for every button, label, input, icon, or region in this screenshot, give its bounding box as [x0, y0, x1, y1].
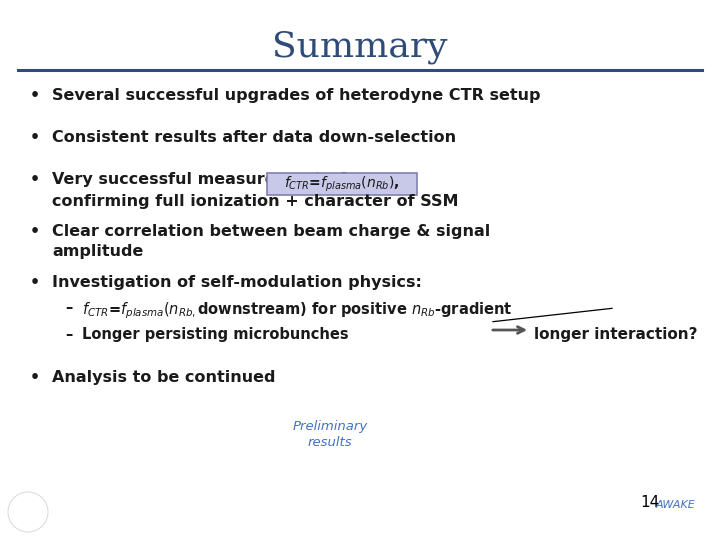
Text: Preliminary
results: Preliminary results — [292, 420, 368, 449]
Text: 14: 14 — [640, 495, 660, 510]
Text: Very successful measurement of: Very successful measurement of — [52, 172, 346, 187]
Text: •: • — [30, 224, 40, 239]
Text: confirming full ionization + character of SSM: confirming full ionization + character o… — [52, 194, 459, 209]
Text: $f_{CTR}$=$f_{plasma}$$(n_{Rb,}$downstream) for positive $n_{Rb}$-gradient: $f_{CTR}$=$f_{plasma}$$(n_{Rb,}$downstre… — [82, 300, 513, 321]
Text: Consistent results after data down-selection: Consistent results after data down-selec… — [52, 130, 456, 145]
Text: Analysis to be continued: Analysis to be continued — [52, 370, 276, 385]
Text: •: • — [30, 275, 40, 290]
Text: Clear correlation between beam charge & signal
amplitude: Clear correlation between beam charge & … — [52, 224, 490, 259]
Text: Investigation of self-modulation physics:: Investigation of self-modulation physics… — [52, 275, 422, 290]
Text: •: • — [30, 130, 40, 145]
Text: –: – — [65, 327, 72, 342]
Text: –: – — [65, 300, 72, 315]
Text: AWAKE: AWAKE — [655, 500, 695, 510]
Text: $f_{CTR}$=$f_{plasma}$$(n_{Rb})$,: $f_{CTR}$=$f_{plasma}$$(n_{Rb})$, — [284, 174, 400, 194]
Text: Longer persisting microbunches: Longer persisting microbunches — [82, 327, 348, 342]
Text: •: • — [30, 370, 40, 385]
Text: Several successful upgrades of heterodyne CTR setup: Several successful upgrades of heterodyn… — [52, 88, 541, 103]
FancyBboxPatch shape — [267, 173, 417, 195]
Text: longer interaction?: longer interaction? — [534, 327, 698, 342]
Text: •: • — [30, 88, 40, 103]
Text: •: • — [30, 172, 40, 187]
Text: Summary: Summary — [272, 30, 448, 64]
